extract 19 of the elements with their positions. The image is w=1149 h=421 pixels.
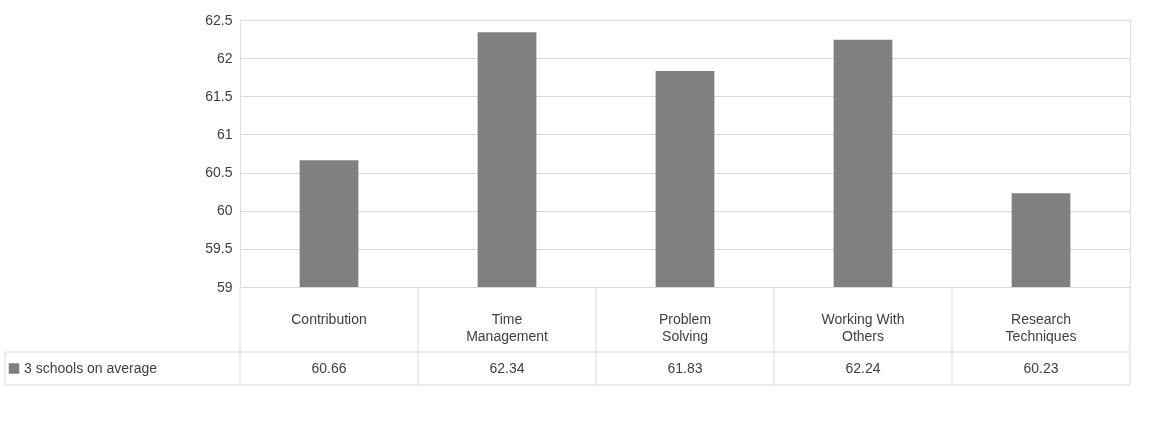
y-tick-label: 61 [216, 125, 233, 142]
data-label: 60.66 [311, 359, 347, 376]
data-label: 61.83 [667, 359, 703, 376]
y-tick-label: 59 [216, 278, 233, 295]
y-tick-label: 60.5 [205, 164, 233, 181]
y-tick-label: 62.5 [205, 11, 233, 28]
legend-label: 3 schools on average [24, 359, 158, 376]
x-tick-label: Working With Others [821, 310, 905, 344]
data-label: 60.23 [1023, 359, 1059, 376]
data-label: 62.34 [489, 359, 525, 376]
x-tick-label: Time Management [466, 310, 548, 344]
y-tick-label: 62 [216, 49, 233, 66]
x-tick-label: Contribution [291, 310, 367, 327]
x-tick-label: Problem Solving [658, 310, 712, 344]
y-tick-label: 60 [216, 202, 233, 219]
y-tick-label: 61.5 [205, 87, 233, 104]
data-label: 62.24 [845, 359, 881, 376]
y-tick-label: 59.5 [205, 240, 233, 257]
x-tick-label: Research Techniques [1005, 310, 1077, 344]
